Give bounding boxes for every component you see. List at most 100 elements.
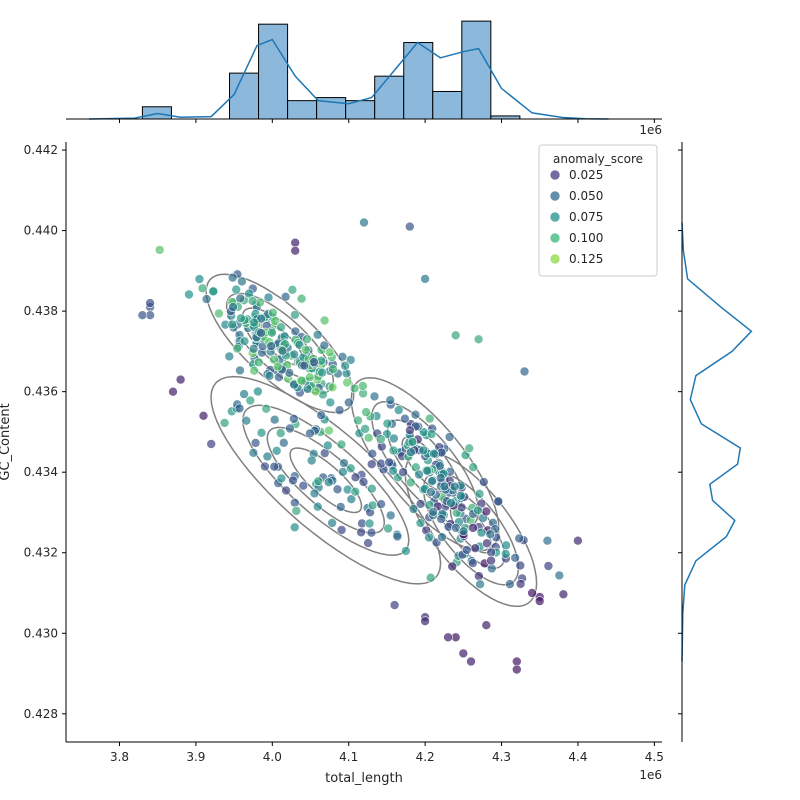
scatter-point [289, 522, 300, 533]
scatter-point [424, 532, 434, 543]
scatter-point [436, 514, 447, 524]
scatter-point [219, 418, 230, 428]
right-marginal-histogram [678, 142, 753, 742]
scatter-point [275, 428, 286, 438]
scatter-point [392, 531, 403, 542]
scatter-point [443, 632, 453, 643]
scatter-point [357, 381, 368, 391]
scatter-point [237, 276, 247, 287]
scatter-point [272, 361, 283, 372]
scatter-point [294, 339, 305, 350]
scatter-point [476, 527, 487, 538]
scatter-point [201, 294, 212, 304]
scatter-point [358, 477, 369, 487]
y-tick-label: 0.438 [24, 304, 58, 318]
scatter-point [227, 319, 237, 330]
scatter-point [235, 293, 246, 304]
scatter-point [299, 360, 310, 371]
scatter-point [239, 336, 250, 347]
scatter-point [405, 425, 415, 436]
scatter-point [405, 477, 416, 488]
scatter-point [266, 341, 277, 351]
scatter-point [475, 579, 485, 590]
scatter-point [250, 438, 261, 448]
scatter-point [289, 413, 299, 424]
scatter-point [429, 448, 439, 459]
scatter-point [389, 600, 400, 610]
scatter-point [482, 538, 492, 549]
scatter-point [420, 616, 430, 627]
scatter-point [485, 529, 496, 540]
scatter-point [439, 481, 450, 492]
scatter-point [306, 455, 317, 466]
scatter-point [468, 523, 478, 533]
y-tick-label: 0.428 [24, 707, 58, 721]
scatter-point [235, 365, 245, 376]
scatter-point [263, 292, 274, 303]
scatter-point [435, 473, 446, 483]
scatter-point [249, 317, 259, 328]
scatter-point [359, 217, 369, 228]
scatter-point [466, 656, 476, 667]
top-histogram-bar [287, 100, 318, 120]
scatter-point [298, 480, 309, 491]
x-axis-ticks: 3.8 3.9 4.0 4.1 4.2 4.3 4.4 4.5 [110, 742, 664, 764]
scatter-point [319, 340, 330, 351]
scatter-point [360, 424, 370, 434]
scatter-point [309, 357, 319, 367]
top-histogram-bar [432, 90, 463, 120]
scatter-point [278, 437, 289, 448]
scatter-point [450, 330, 461, 341]
scatter-point [239, 389, 249, 399]
scatter-point [515, 560, 526, 571]
scatter-point [500, 549, 511, 559]
scatter-point [400, 413, 410, 424]
scatter-point [137, 310, 148, 321]
scatter-point [337, 351, 348, 362]
legend-marker [549, 211, 561, 223]
scatter-point [234, 403, 245, 414]
top-histogram-bar [374, 75, 405, 120]
scatter-point [325, 397, 336, 408]
scatter-point [393, 405, 404, 415]
legend-marker [549, 190, 561, 202]
x-tick-label: 4.3 [492, 750, 511, 764]
scatter-point [427, 476, 437, 487]
legend-marker [549, 169, 561, 181]
scatter-point [336, 525, 347, 535]
scatter-point [389, 433, 399, 444]
scatter-point [280, 291, 291, 302]
scatter-point [519, 366, 530, 377]
scatter-point [406, 447, 416, 458]
scatter-point [486, 547, 497, 558]
scatter-point [444, 432, 455, 442]
scatter-point [302, 334, 312, 345]
scatter-point [410, 409, 421, 420]
scatter-point [316, 410, 327, 421]
y-axis-label: GC_Content [0, 403, 13, 480]
scatter-point [289, 379, 299, 390]
scatter-point [194, 274, 205, 284]
scatter-point [501, 540, 511, 551]
scatter-point [511, 664, 522, 675]
scatter-point [256, 427, 267, 438]
top-histogram-bar [461, 20, 492, 120]
scatter-point [388, 466, 398, 476]
top-marginal-histogram: 1e6 [66, 20, 662, 137]
scatter-point [232, 343, 242, 354]
scatter-point [312, 501, 323, 512]
scatter-point [558, 589, 569, 600]
scatter-point [543, 561, 554, 571]
scatter-point [415, 499, 426, 509]
scatter-point [367, 500, 378, 511]
main-scatter-plot: 3.8 3.9 4.0 4.1 4.2 4.3 4.4 4.5 0.428 0.430 0.432… [0, 142, 664, 786]
scatter-point [470, 543, 481, 554]
scatter-point [361, 407, 371, 417]
legend-title: anomaly_score [553, 152, 643, 166]
scatter-point [175, 374, 186, 385]
scatter-point [404, 221, 415, 232]
scatter-point [290, 310, 300, 320]
scatter-point [184, 289, 194, 300]
scatter-point [291, 506, 302, 516]
scatter-point [304, 372, 315, 383]
